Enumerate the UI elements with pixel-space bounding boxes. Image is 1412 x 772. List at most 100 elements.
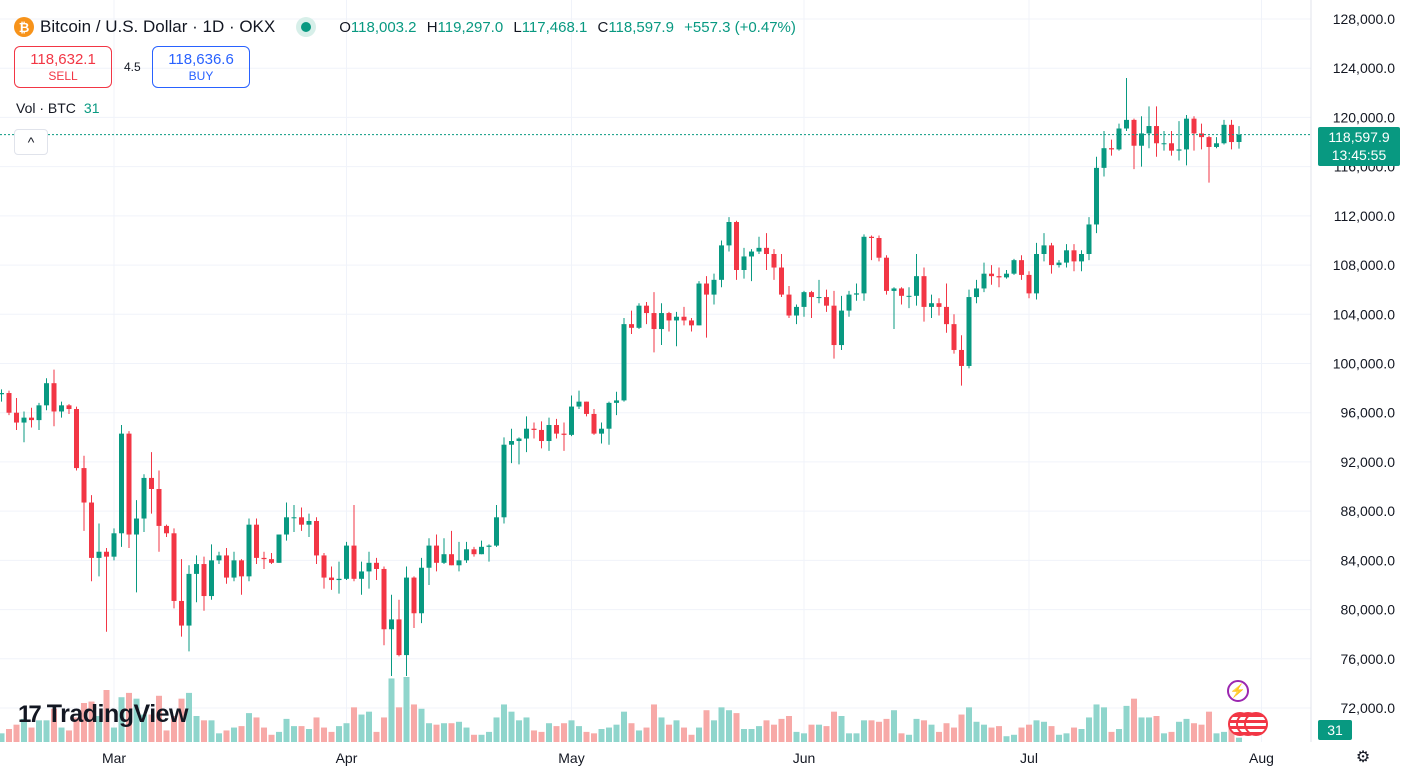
candle-body xyxy=(1019,260,1024,275)
volume-bar xyxy=(801,733,807,742)
volume-bar xyxy=(1183,718,1190,742)
candle-body xyxy=(899,288,904,296)
close-label: C xyxy=(597,18,609,36)
volume-bar xyxy=(613,724,620,742)
high-label: H xyxy=(426,18,438,36)
candle-body xyxy=(134,518,139,535)
candle-body xyxy=(29,417,34,421)
volume-bar xyxy=(21,718,27,742)
volume-bar xyxy=(823,726,830,742)
volume-bar xyxy=(786,716,792,742)
candle-body xyxy=(584,401,589,414)
volume-legend[interactable]: Vol · BTC 31 xyxy=(16,100,99,116)
volume-bar xyxy=(853,733,860,742)
volume-bar xyxy=(711,720,717,742)
candle-body xyxy=(1176,149,1182,151)
collapse-legend-button[interactable]: ^ xyxy=(14,129,48,155)
price-tick-label: 112,000.0 xyxy=(1334,208,1395,224)
volume-bar xyxy=(1063,733,1070,742)
volume-bars xyxy=(0,677,1242,742)
volume-bar xyxy=(96,716,102,742)
volume-bar xyxy=(373,731,380,742)
candle-body xyxy=(456,560,462,566)
volume-bar xyxy=(966,707,972,742)
candle-body xyxy=(674,316,679,321)
candle-body xyxy=(486,545,492,547)
volume-bar xyxy=(1153,716,1160,742)
candle-body xyxy=(1139,133,1144,146)
tradingview-logo-text: TradingView xyxy=(46,700,189,728)
candle-body xyxy=(14,412,19,423)
time-tick-label: Jul xyxy=(1020,750,1038,766)
volume-legend-value: 31 xyxy=(83,100,100,116)
candle-body xyxy=(884,257,889,291)
volume-bar xyxy=(81,703,87,742)
candle-body xyxy=(419,567,424,614)
volume-bar xyxy=(816,724,822,742)
candle-body xyxy=(861,236,867,294)
candle-body xyxy=(276,534,282,563)
candle-body xyxy=(546,425,552,442)
time-tick-label: Aug xyxy=(1249,750,1274,766)
candles xyxy=(0,78,1242,677)
symbol-title[interactable]: Bitcoin / U.S. Dollar · 1D · OKX xyxy=(40,17,276,36)
volume-bar xyxy=(448,723,455,742)
candle-body xyxy=(629,324,634,328)
candle-body xyxy=(1056,262,1062,266)
volume-bar xyxy=(336,726,342,742)
volume-bar xyxy=(1041,721,1047,742)
volume-bar xyxy=(658,717,665,742)
candle-body xyxy=(1034,253,1039,294)
candle-body xyxy=(344,545,349,579)
candle-body xyxy=(239,560,244,577)
volume-bar xyxy=(748,729,755,742)
candle-body xyxy=(846,294,852,311)
volume-bar xyxy=(1116,729,1122,742)
candle-body xyxy=(1041,245,1047,254)
time-tick-label: Mar xyxy=(102,750,126,766)
flash-icon[interactable]: ⚡ xyxy=(1227,680,1249,702)
candle-body xyxy=(569,406,574,435)
volume-bar xyxy=(1026,724,1032,742)
buy-button[interactable]: 118,636.6 BUY xyxy=(152,46,250,88)
candle-body xyxy=(974,288,979,298)
candle-body xyxy=(119,433,124,534)
volume-bar xyxy=(118,697,125,742)
candle-body xyxy=(6,393,12,413)
volume-bar xyxy=(981,724,987,742)
candle-body xyxy=(0,393,4,395)
volume-bar xyxy=(486,731,492,742)
volume-bar xyxy=(703,710,710,742)
volume-bar xyxy=(1146,717,1152,742)
volume-bar xyxy=(171,716,177,742)
tradingview-logo[interactable]: 17 TradingView xyxy=(18,700,189,729)
sell-button[interactable]: 118,632.1 SELL xyxy=(14,46,112,88)
spread-value: 4.5 xyxy=(124,60,141,74)
volume-bar xyxy=(598,729,605,742)
candle-body xyxy=(126,433,132,535)
volume-bar xyxy=(973,721,980,742)
candle-body xyxy=(554,425,559,434)
candle-body xyxy=(966,297,972,366)
volume-bar xyxy=(1131,698,1137,742)
volume-bar xyxy=(1086,717,1092,742)
volume-bar xyxy=(988,727,995,742)
volume-bar xyxy=(741,729,747,742)
volume-bar xyxy=(1093,704,1100,742)
volume-bar xyxy=(126,692,132,742)
volume-bar xyxy=(1138,717,1145,742)
candle-body xyxy=(59,405,64,412)
candle-body xyxy=(314,520,319,556)
price-tick-label: 92,000.0 xyxy=(1341,454,1396,470)
volume-bar xyxy=(208,720,215,742)
volume-bar xyxy=(216,733,222,742)
candle-body xyxy=(599,428,604,434)
us-flag-icon[interactable] xyxy=(1228,712,1278,738)
sell-price: 118,632.1 xyxy=(30,51,96,68)
volume-bar xyxy=(861,720,867,742)
gear-icon[interactable]: ⚙ xyxy=(1355,749,1371,766)
candle-body xyxy=(389,619,394,630)
candle-body xyxy=(336,578,342,581)
candle-body xyxy=(441,554,447,563)
